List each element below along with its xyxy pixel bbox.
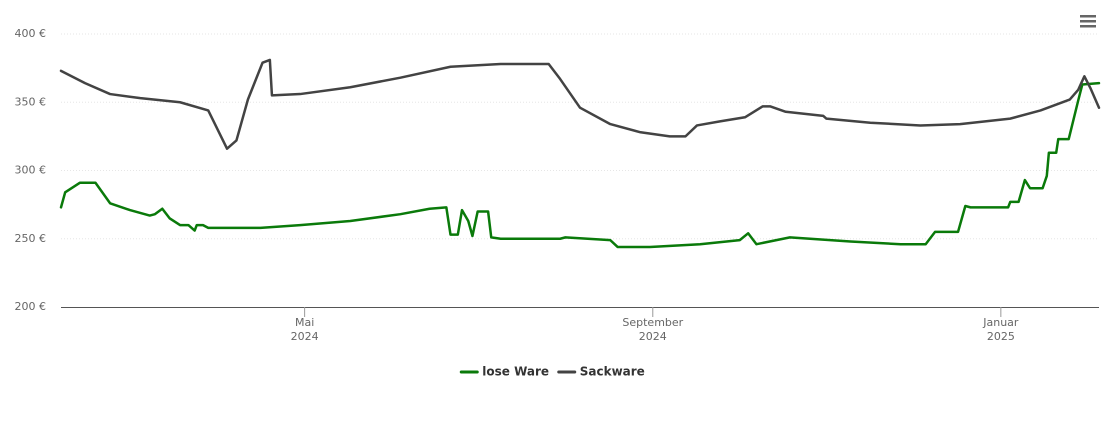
legend-label: lose Ware	[482, 365, 549, 379]
y-tick-label: 300 €	[15, 164, 47, 177]
menu-bar	[1080, 20, 1096, 23]
menu-bar	[1080, 15, 1096, 18]
x-tick-label: Januar	[982, 316, 1019, 329]
x-tick-label: 2024	[639, 330, 667, 343]
menu-bar	[1080, 25, 1096, 28]
menu-icon[interactable]	[1080, 15, 1096, 28]
series-line	[59, 81, 1101, 249]
legend-item[interactable]: Sackware	[557, 365, 645, 379]
legend: lose Ware Sackware	[459, 365, 645, 379]
x-tick-label: 2025	[987, 330, 1015, 343]
y-tick-label: 350 €	[15, 95, 47, 108]
series-line	[59, 58, 1101, 150]
y-tick-label: 250 €	[15, 232, 47, 245]
y-tick-label: 400 €	[15, 27, 47, 40]
y-tick-label: 200 €	[15, 300, 47, 313]
legend-label: Sackware	[580, 365, 645, 379]
legend-item[interactable]: lose Ware	[459, 365, 549, 379]
x-tick-label: September	[622, 316, 683, 329]
x-tick-label: 2024	[291, 330, 319, 343]
x-tick-label: Mai	[295, 316, 314, 329]
